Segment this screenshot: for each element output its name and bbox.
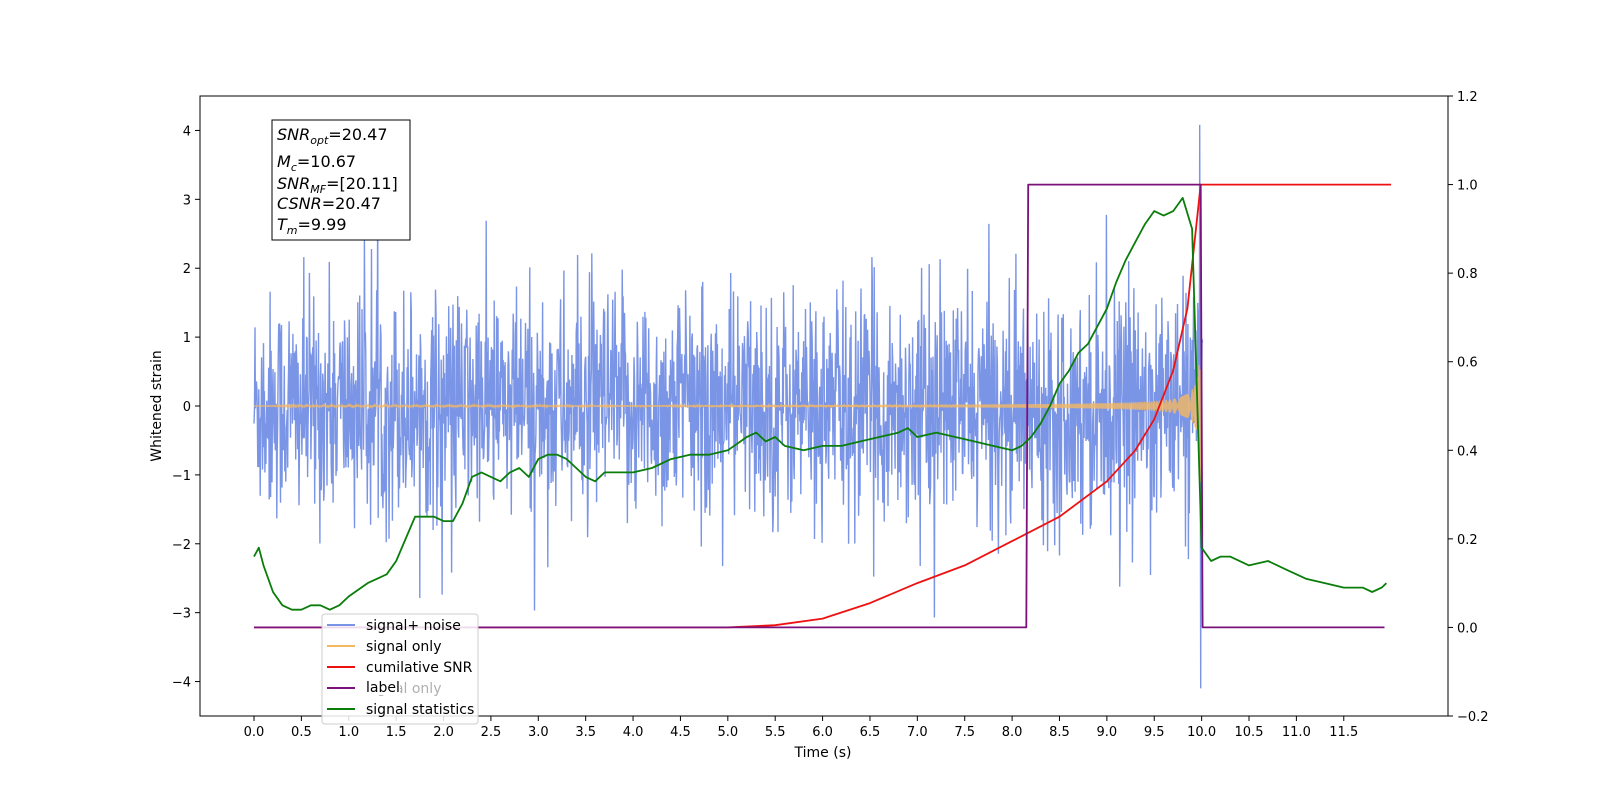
- svg-text:signal+ noise: signal+ noise: [366, 618, 461, 634]
- x-tick-label: 3.5: [575, 725, 596, 740]
- legend-item-label: label: [327, 678, 400, 696]
- series-cumulative-snr: [254, 183, 1392, 629]
- y-left-tick-label: −3: [172, 607, 191, 622]
- series-signal-only: [254, 365, 1203, 483]
- y-axis-left: −4 −3 −2 −1 0 1 2 3 4: [172, 124, 200, 691]
- x-tick-label: 7.0: [907, 725, 928, 740]
- x-tick-label: 0.0: [244, 725, 265, 740]
- x-axis-label: Time (s): [794, 745, 852, 761]
- x-tick-label: 1.5: [386, 725, 407, 740]
- x-tick-label: 10.5: [1235, 725, 1264, 740]
- y-right-tick-label: 0.2: [1457, 533, 1478, 548]
- y-right-tick-label: 0.6: [1457, 356, 1478, 371]
- x-tick-label: 3.0: [528, 725, 549, 740]
- legend-item-signal-noise: signal+ noise: [327, 618, 461, 634]
- series-label: [254, 183, 1385, 629]
- legend-item-cumulative-snr: cumilative SNR: [327, 660, 473, 676]
- y-left-tick-label: 1: [183, 331, 191, 346]
- y-right-tick-label: 0.0: [1457, 621, 1478, 636]
- info-csnr: CSNR=20.47: [277, 194, 381, 213]
- legend-item-signal-only: signal only: [327, 639, 441, 655]
- y-right-tick-label: 1.0: [1457, 179, 1478, 194]
- info-chirp-mass: Mc=10.67: [277, 152, 356, 174]
- info-snr-opt: SNRopt=20.47: [277, 125, 388, 147]
- y-left-tick-label: 0: [183, 400, 191, 415]
- series-layer: [253, 124, 1392, 689]
- y-right-tick-label: 0.8: [1457, 267, 1478, 282]
- x-tick-label: 6.5: [860, 725, 881, 740]
- y-left-tick-label: 3: [183, 193, 191, 208]
- x-tick-label: 4.5: [670, 725, 691, 740]
- x-tick-label: 8.0: [1002, 725, 1023, 740]
- info-snr-mf: SNRMF=[20.11]: [277, 174, 398, 196]
- series-signal-plus-noise: [253, 124, 1204, 689]
- x-tick-label: 8.5: [1049, 725, 1070, 740]
- x-axis: 0.0 0.5 1.0 1.5 2.0 2.5 3.0 3.5 4.0 4.5 5.0 5.5 6.0 6…: [244, 716, 1358, 740]
- x-tick-label: 9.5: [1144, 725, 1165, 740]
- svg-text:cumilative SNR: cumilative SNR: [366, 660, 473, 676]
- x-tick-label: 11.0: [1282, 725, 1311, 740]
- svg-text:signal only: signal only: [366, 639, 441, 655]
- x-tick-label: 2.0: [433, 725, 454, 740]
- legend-item-signal-statistics: signal statistics: [327, 702, 474, 718]
- legend: signal+ noise signal only cumilative SNR…: [321, 613, 479, 725]
- y-left-tick-label: 4: [183, 124, 191, 139]
- x-tick-label: 1.0: [338, 725, 359, 740]
- y-axis-label: Whitened strain: [149, 350, 165, 461]
- x-tick-label: 5.0: [717, 725, 738, 740]
- y-right-tick-label: −0.2: [1457, 710, 1489, 725]
- x-tick-label: 5.5: [765, 725, 786, 740]
- y-left-tick-label: −1: [172, 469, 191, 484]
- y-left-tick-label: −2: [172, 538, 191, 553]
- y-right-tick-label: 0.4: [1457, 444, 1478, 459]
- x-tick-label: 11.5: [1329, 725, 1358, 740]
- x-tick-label: 6.0: [812, 725, 833, 740]
- y-axis-right: −0.2 0.0 0.2 0.4 0.6 0.8 1.0 1.2: [1448, 90, 1489, 725]
- series-signal-statistics: [253, 196, 1388, 611]
- x-tick-label: 7.5: [954, 725, 975, 740]
- y-left-tick-label: −4: [172, 676, 191, 691]
- x-tick-label: 4.0: [623, 725, 644, 740]
- x-tick-label: 10.0: [1187, 725, 1216, 740]
- x-tick-label: 0.5: [291, 725, 312, 740]
- y-right-tick-label: 1.2: [1457, 90, 1478, 105]
- x-tick-label: 9.0: [1097, 725, 1118, 740]
- y-left-tick-label: 2: [183, 262, 191, 277]
- info-box: SNRopt=20.47 Mc=10.67 SNRMF=[20.11] CSNR…: [271, 119, 411, 241]
- svg-text:label: label: [366, 680, 400, 696]
- x-tick-label: 2.5: [481, 725, 502, 740]
- svg-text:signal statistics: signal statistics: [366, 702, 474, 718]
